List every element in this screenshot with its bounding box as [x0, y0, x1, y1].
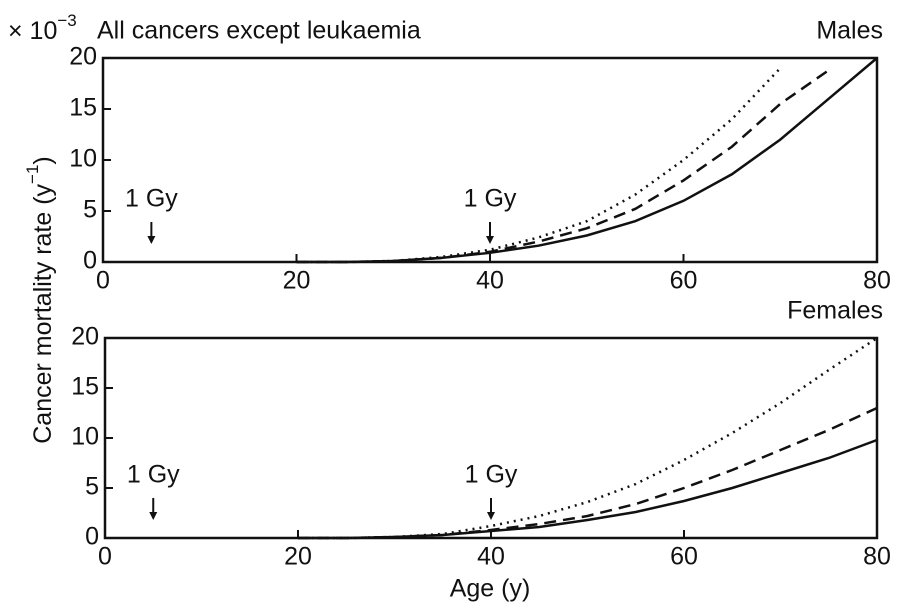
- panel-label: Females: [787, 297, 883, 325]
- x-tick-label: 0: [98, 543, 112, 571]
- y-axis-label: Cancer mortality rate (y−1): [23, 156, 56, 444]
- arrow-head: [487, 512, 495, 520]
- y-tick-label: 10: [69, 145, 97, 173]
- y-label-end: ): [29, 156, 57, 164]
- y-tick-label: 0: [83, 247, 97, 275]
- x-tick-label: 40: [477, 543, 505, 571]
- x-tick-label: 60: [670, 543, 698, 571]
- y-tick-label: 15: [69, 94, 97, 122]
- arrow-head: [486, 236, 494, 244]
- arrow-head: [149, 512, 158, 520]
- x-tick-label: 80: [863, 267, 891, 295]
- y-tick-label: 20: [71, 323, 99, 351]
- y-tick-label: 15: [71, 373, 99, 401]
- series-line: [298, 336, 878, 540]
- x-tick-label: 40: [476, 267, 504, 295]
- annotation: 1 Gy: [465, 461, 518, 489]
- x-axis-label: Age (y): [450, 575, 531, 603]
- annotation: 1 Gy: [125, 185, 178, 213]
- unit-exponent: −3: [57, 11, 76, 30]
- annotation: 1 Gy: [464, 185, 517, 213]
- unit-label: × 10−3: [8, 11, 77, 44]
- series-line: [296, 57, 878, 264]
- series-line: [296, 69, 830, 264]
- series-line: [298, 406, 878, 540]
- y-tick-label: 5: [83, 196, 97, 224]
- x-tick-label: 20: [284, 543, 312, 571]
- x-tick-label: 0: [96, 267, 110, 295]
- y-label-exponent: −1: [23, 165, 42, 184]
- y-label-base: Cancer mortality rate (y: [29, 183, 57, 443]
- chart-title: All cancers except leukaemia: [97, 17, 421, 45]
- annotation: 1 Gy: [127, 461, 180, 489]
- y-tick-label: 10: [71, 423, 99, 451]
- y-tick-label: 20: [69, 43, 97, 71]
- unit-base: × 10: [8, 17, 57, 45]
- x-tick-label: 20: [283, 267, 311, 295]
- x-tick-label: 80: [863, 543, 891, 571]
- arrow-head: [147, 236, 156, 244]
- y-tick-label: 0: [85, 523, 99, 551]
- series-line: [296, 67, 782, 264]
- panel-label: Males: [816, 17, 883, 45]
- series-line: [298, 438, 878, 540]
- x-tick-label: 60: [670, 267, 698, 295]
- y-tick-label: 5: [85, 473, 99, 501]
